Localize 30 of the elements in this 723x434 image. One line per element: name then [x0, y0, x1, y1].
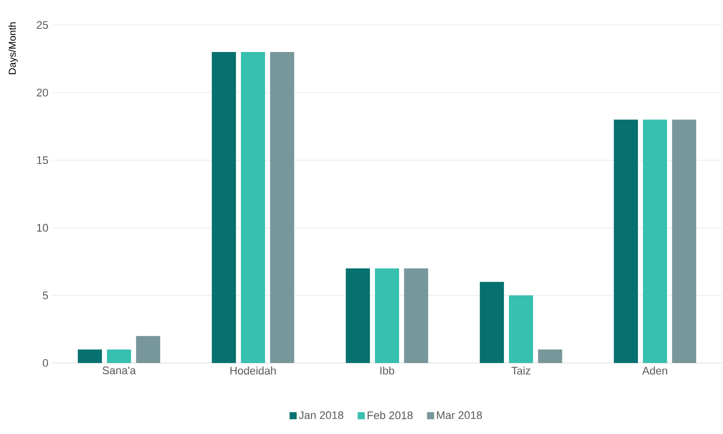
- x-tick-label: Sana'a: [102, 366, 136, 374]
- bar: [212, 52, 236, 363]
- bar: [480, 282, 504, 363]
- y-tick-label: 0: [42, 359, 48, 367]
- bar: [374, 268, 400, 363]
- legend-label: Feb 2018: [368, 411, 413, 420]
- bar: [136, 336, 160, 363]
- x-tick-label: Ibb: [380, 366, 394, 375]
- y-tick-label: 25: [36, 21, 48, 29]
- bar: [404, 268, 428, 363]
- bar: [240, 52, 266, 363]
- x-tick-label: Hodeidah: [230, 366, 276, 375]
- y-tick-label: 10: [37, 224, 48, 232]
- y-tick-label: 20: [36, 88, 48, 96]
- bar: [78, 349, 102, 363]
- bar: [106, 349, 132, 363]
- bar: [270, 52, 294, 363]
- bar: [508, 295, 534, 363]
- bar: [642, 120, 668, 363]
- bar: [346, 268, 370, 363]
- x-tick-label: Taiz: [512, 366, 530, 375]
- y-tick-label: 15: [37, 156, 48, 164]
- legend-label: Jan 2018: [298, 411, 344, 420]
- y-axis-title: Days/Month: [8, 22, 18, 74]
- y-tick-label: 5: [42, 292, 48, 300]
- bar: [614, 120, 638, 363]
- legend-label: Mar 2018: [437, 411, 482, 420]
- bar: [538, 349, 562, 363]
- bar: [672, 120, 696, 363]
- x-tick-label: Aden: [642, 366, 668, 375]
